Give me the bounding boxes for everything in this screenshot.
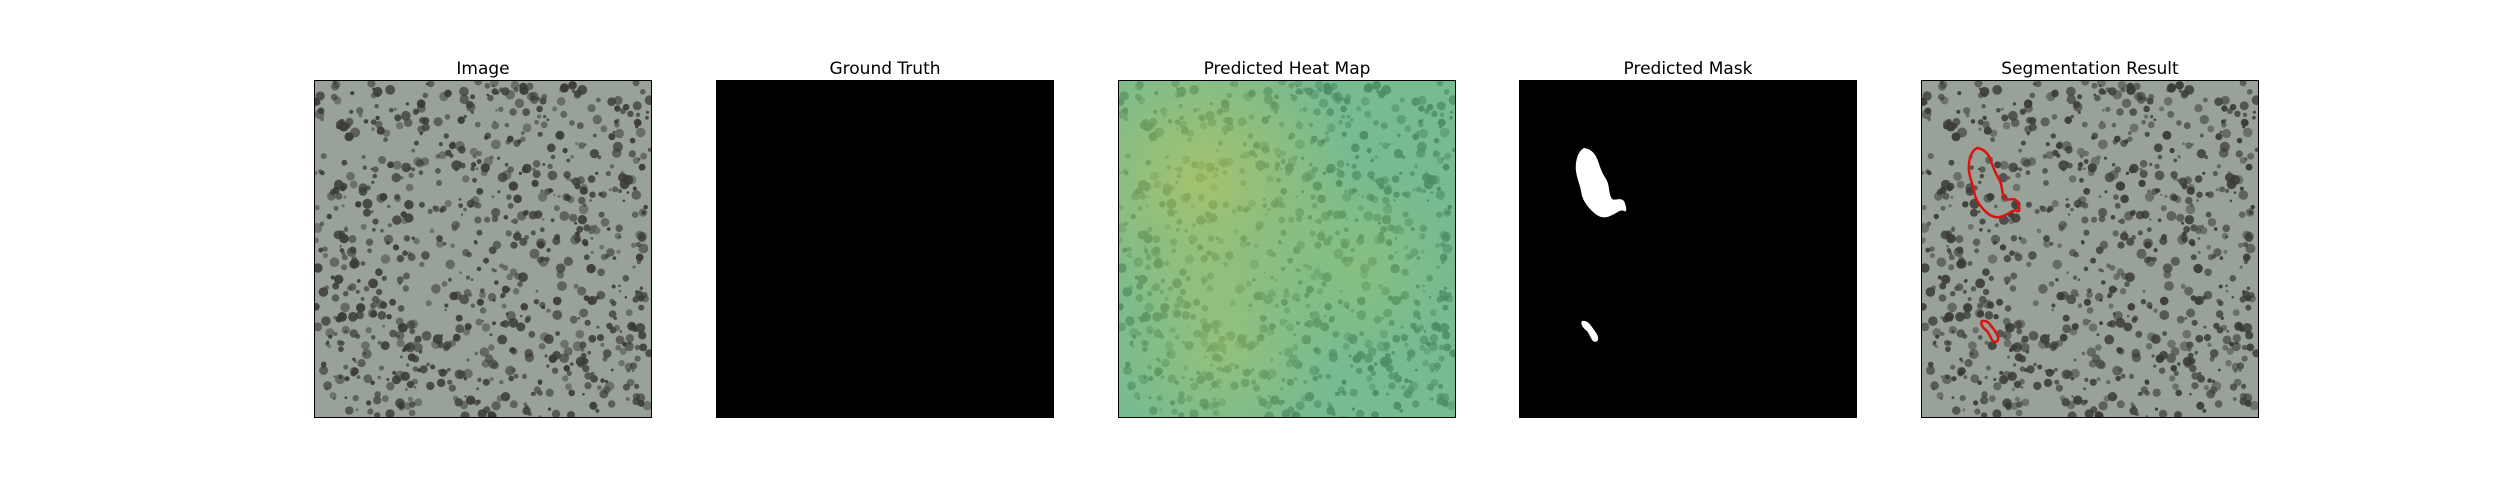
panel-title-segmentation: Segmentation Result <box>2001 59 2179 79</box>
ground-truth-mask <box>717 81 1053 417</box>
mask-region-lower <box>1581 320 1599 342</box>
segmentation-view <box>1921 80 2259 418</box>
contour-lower <box>1980 319 2000 344</box>
panel-mask: Predicted Mask <box>1519 58 1857 418</box>
texture-image <box>315 81 651 417</box>
contour-upper <box>1967 146 2021 219</box>
panel-segmentation: Segmentation Result <box>1921 58 2259 418</box>
heat-map-view <box>1118 80 1456 418</box>
panel-title-heat-map: Predicted Heat Map <box>1203 59 1371 79</box>
panel-title-ground-truth: Ground Truth <box>829 59 941 79</box>
mask-region-upper <box>1575 148 1627 218</box>
panel-title-image: Image <box>456 59 510 79</box>
image-view <box>314 80 652 418</box>
segmentation-image <box>1922 81 2258 417</box>
ground-truth-view <box>716 80 1054 418</box>
panel-heat-map: Predicted Heat Map <box>1118 58 1456 418</box>
predicted-mask <box>1520 81 1856 417</box>
panel-image: Image <box>314 58 652 418</box>
panel-title-mask: Predicted Mask <box>1623 59 1753 79</box>
mask-view <box>1519 80 1857 418</box>
panel-ground-truth: Ground Truth <box>716 58 1054 418</box>
heat-map-image <box>1119 81 1455 417</box>
